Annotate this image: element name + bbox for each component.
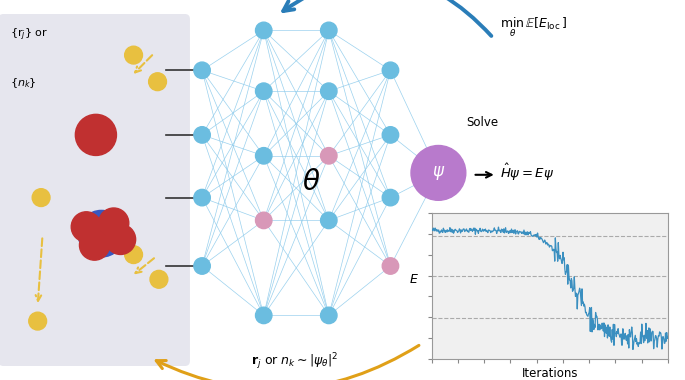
- Text: $\{n_k\}$: $\{n_k\}$: [10, 76, 37, 90]
- Text: $\mathbf{r}_j$ or $n_k \sim |\psi_\theta|^2$: $\mathbf{r}_j$ or $n_k \sim |\psi_\theta…: [251, 352, 338, 372]
- Text: $\min_\theta\,\mathbb{E}[E_{\mathrm{loc}}]$: $\min_\theta\,\mathbb{E}[E_{\mathrm{loc}…: [500, 15, 567, 38]
- Circle shape: [125, 46, 142, 64]
- Circle shape: [99, 208, 129, 238]
- Circle shape: [321, 307, 337, 324]
- Circle shape: [321, 147, 337, 164]
- Circle shape: [382, 62, 399, 79]
- Text: $\theta$: $\theta$: [303, 168, 321, 196]
- Text: $\{$r$_j\}$ or: $\{$r$_j\}$ or: [10, 27, 49, 43]
- FancyArrowPatch shape: [156, 345, 419, 380]
- Circle shape: [382, 127, 399, 143]
- Circle shape: [256, 307, 272, 324]
- Circle shape: [75, 114, 116, 155]
- Circle shape: [150, 271, 168, 288]
- Circle shape: [194, 62, 210, 79]
- Circle shape: [194, 189, 210, 206]
- Circle shape: [256, 212, 272, 229]
- Circle shape: [382, 258, 399, 274]
- Circle shape: [125, 246, 142, 263]
- Circle shape: [149, 73, 166, 90]
- Circle shape: [321, 212, 337, 229]
- X-axis label: Iterations: Iterations: [521, 367, 578, 380]
- Text: $\psi$: $\psi$: [432, 164, 445, 182]
- Circle shape: [256, 147, 272, 164]
- FancyBboxPatch shape: [0, 14, 190, 366]
- Text: Solve: Solve: [466, 116, 498, 129]
- Circle shape: [256, 22, 272, 39]
- Circle shape: [321, 83, 337, 100]
- Circle shape: [79, 230, 110, 260]
- Circle shape: [105, 224, 136, 255]
- Circle shape: [78, 211, 125, 257]
- Text: $\hat{H}\psi = E\psi$: $\hat{H}\psi = E\psi$: [500, 162, 554, 184]
- Circle shape: [32, 189, 50, 206]
- Circle shape: [29, 312, 47, 330]
- Circle shape: [71, 212, 101, 242]
- Circle shape: [256, 83, 272, 100]
- Circle shape: [194, 127, 210, 143]
- Circle shape: [194, 258, 210, 274]
- FancyArrowPatch shape: [283, 0, 491, 36]
- Y-axis label: $E$: $E$: [408, 273, 419, 286]
- Circle shape: [321, 22, 337, 39]
- Circle shape: [382, 189, 399, 206]
- Circle shape: [411, 146, 466, 200]
